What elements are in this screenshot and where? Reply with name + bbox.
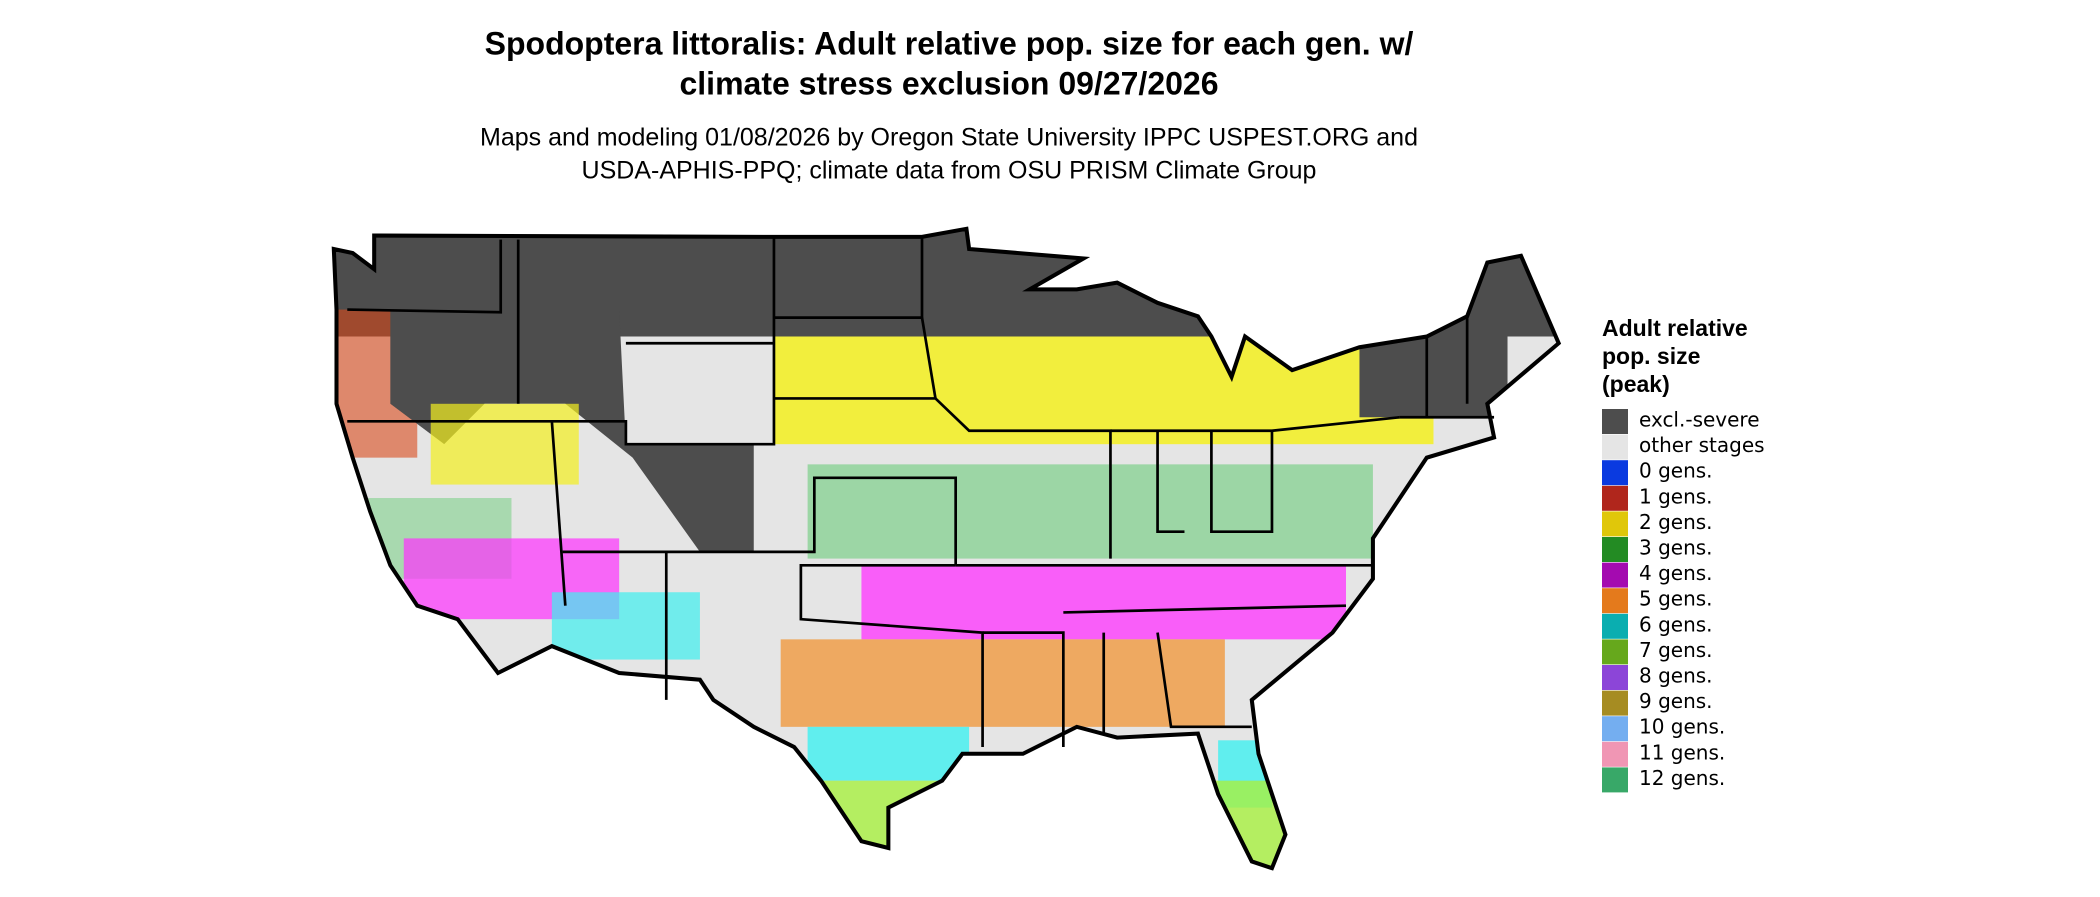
- legend-swatch: [1602, 639, 1628, 665]
- legend-swatch: [1602, 665, 1628, 690]
- legend-label: 7 gens.: [1639, 638, 1713, 662]
- legend-label: 4 gens.: [1639, 561, 1713, 585]
- legend-swatch: [1602, 511, 1628, 537]
- legend-swatch: [1602, 716, 1628, 742]
- title: Spodoptera littoralis: Adult relative po…: [485, 25, 1414, 61]
- legend-title: pop. size: [1602, 343, 1700, 369]
- legend-label: 6 gens.: [1639, 612, 1713, 636]
- legend-label: 5 gens.: [1639, 587, 1713, 611]
- map: [323, 215, 1575, 892]
- legend-swatch: [1602, 613, 1628, 639]
- state-borders: [347, 236, 1495, 748]
- legend-swatch: [1602, 741, 1628, 767]
- legend-label: 1 gens.: [1639, 484, 1713, 508]
- map-fill: [333, 228, 1559, 869]
- legend-swatch: [1602, 588, 1628, 614]
- legend-label: 0 gens.: [1639, 459, 1713, 483]
- subtitle: USDA-APHIS-PPQ; climate data from OSU PR…: [582, 157, 1317, 185]
- legend-label: 10 gens.: [1639, 715, 1725, 739]
- title: climate stress exclusion 09/27/2026: [679, 65, 1218, 101]
- legend-label: 2 gens.: [1639, 510, 1713, 534]
- legend-swatch: [1602, 460, 1628, 486]
- legend-label: other stages: [1639, 433, 1765, 457]
- legend-label: 9 gens.: [1639, 689, 1713, 713]
- legend-swatch: [1602, 562, 1628, 588]
- legend-label: 3 gens.: [1639, 536, 1713, 560]
- legend-label: 11 gens.: [1639, 740, 1725, 764]
- legend-swatch: [1602, 537, 1628, 562]
- legend-label: 8 gens.: [1639, 664, 1713, 688]
- legend-title: Adult relative: [1602, 315, 1748, 341]
- legend-swatch: [1602, 434, 1628, 460]
- legend-swatch: [1602, 690, 1628, 716]
- legend-title: (peak): [1602, 371, 1670, 397]
- legend-swatch: [1602, 409, 1628, 434]
- subtitle: Maps and modeling 01/08/2026 by Oregon S…: [480, 124, 1418, 152]
- legend-label: excl.-severe: [1639, 408, 1760, 432]
- legend-swatch: [1602, 485, 1628, 511]
- legend-swatch: [1602, 767, 1628, 793]
- legend-label: 12 gens.: [1639, 766, 1725, 790]
